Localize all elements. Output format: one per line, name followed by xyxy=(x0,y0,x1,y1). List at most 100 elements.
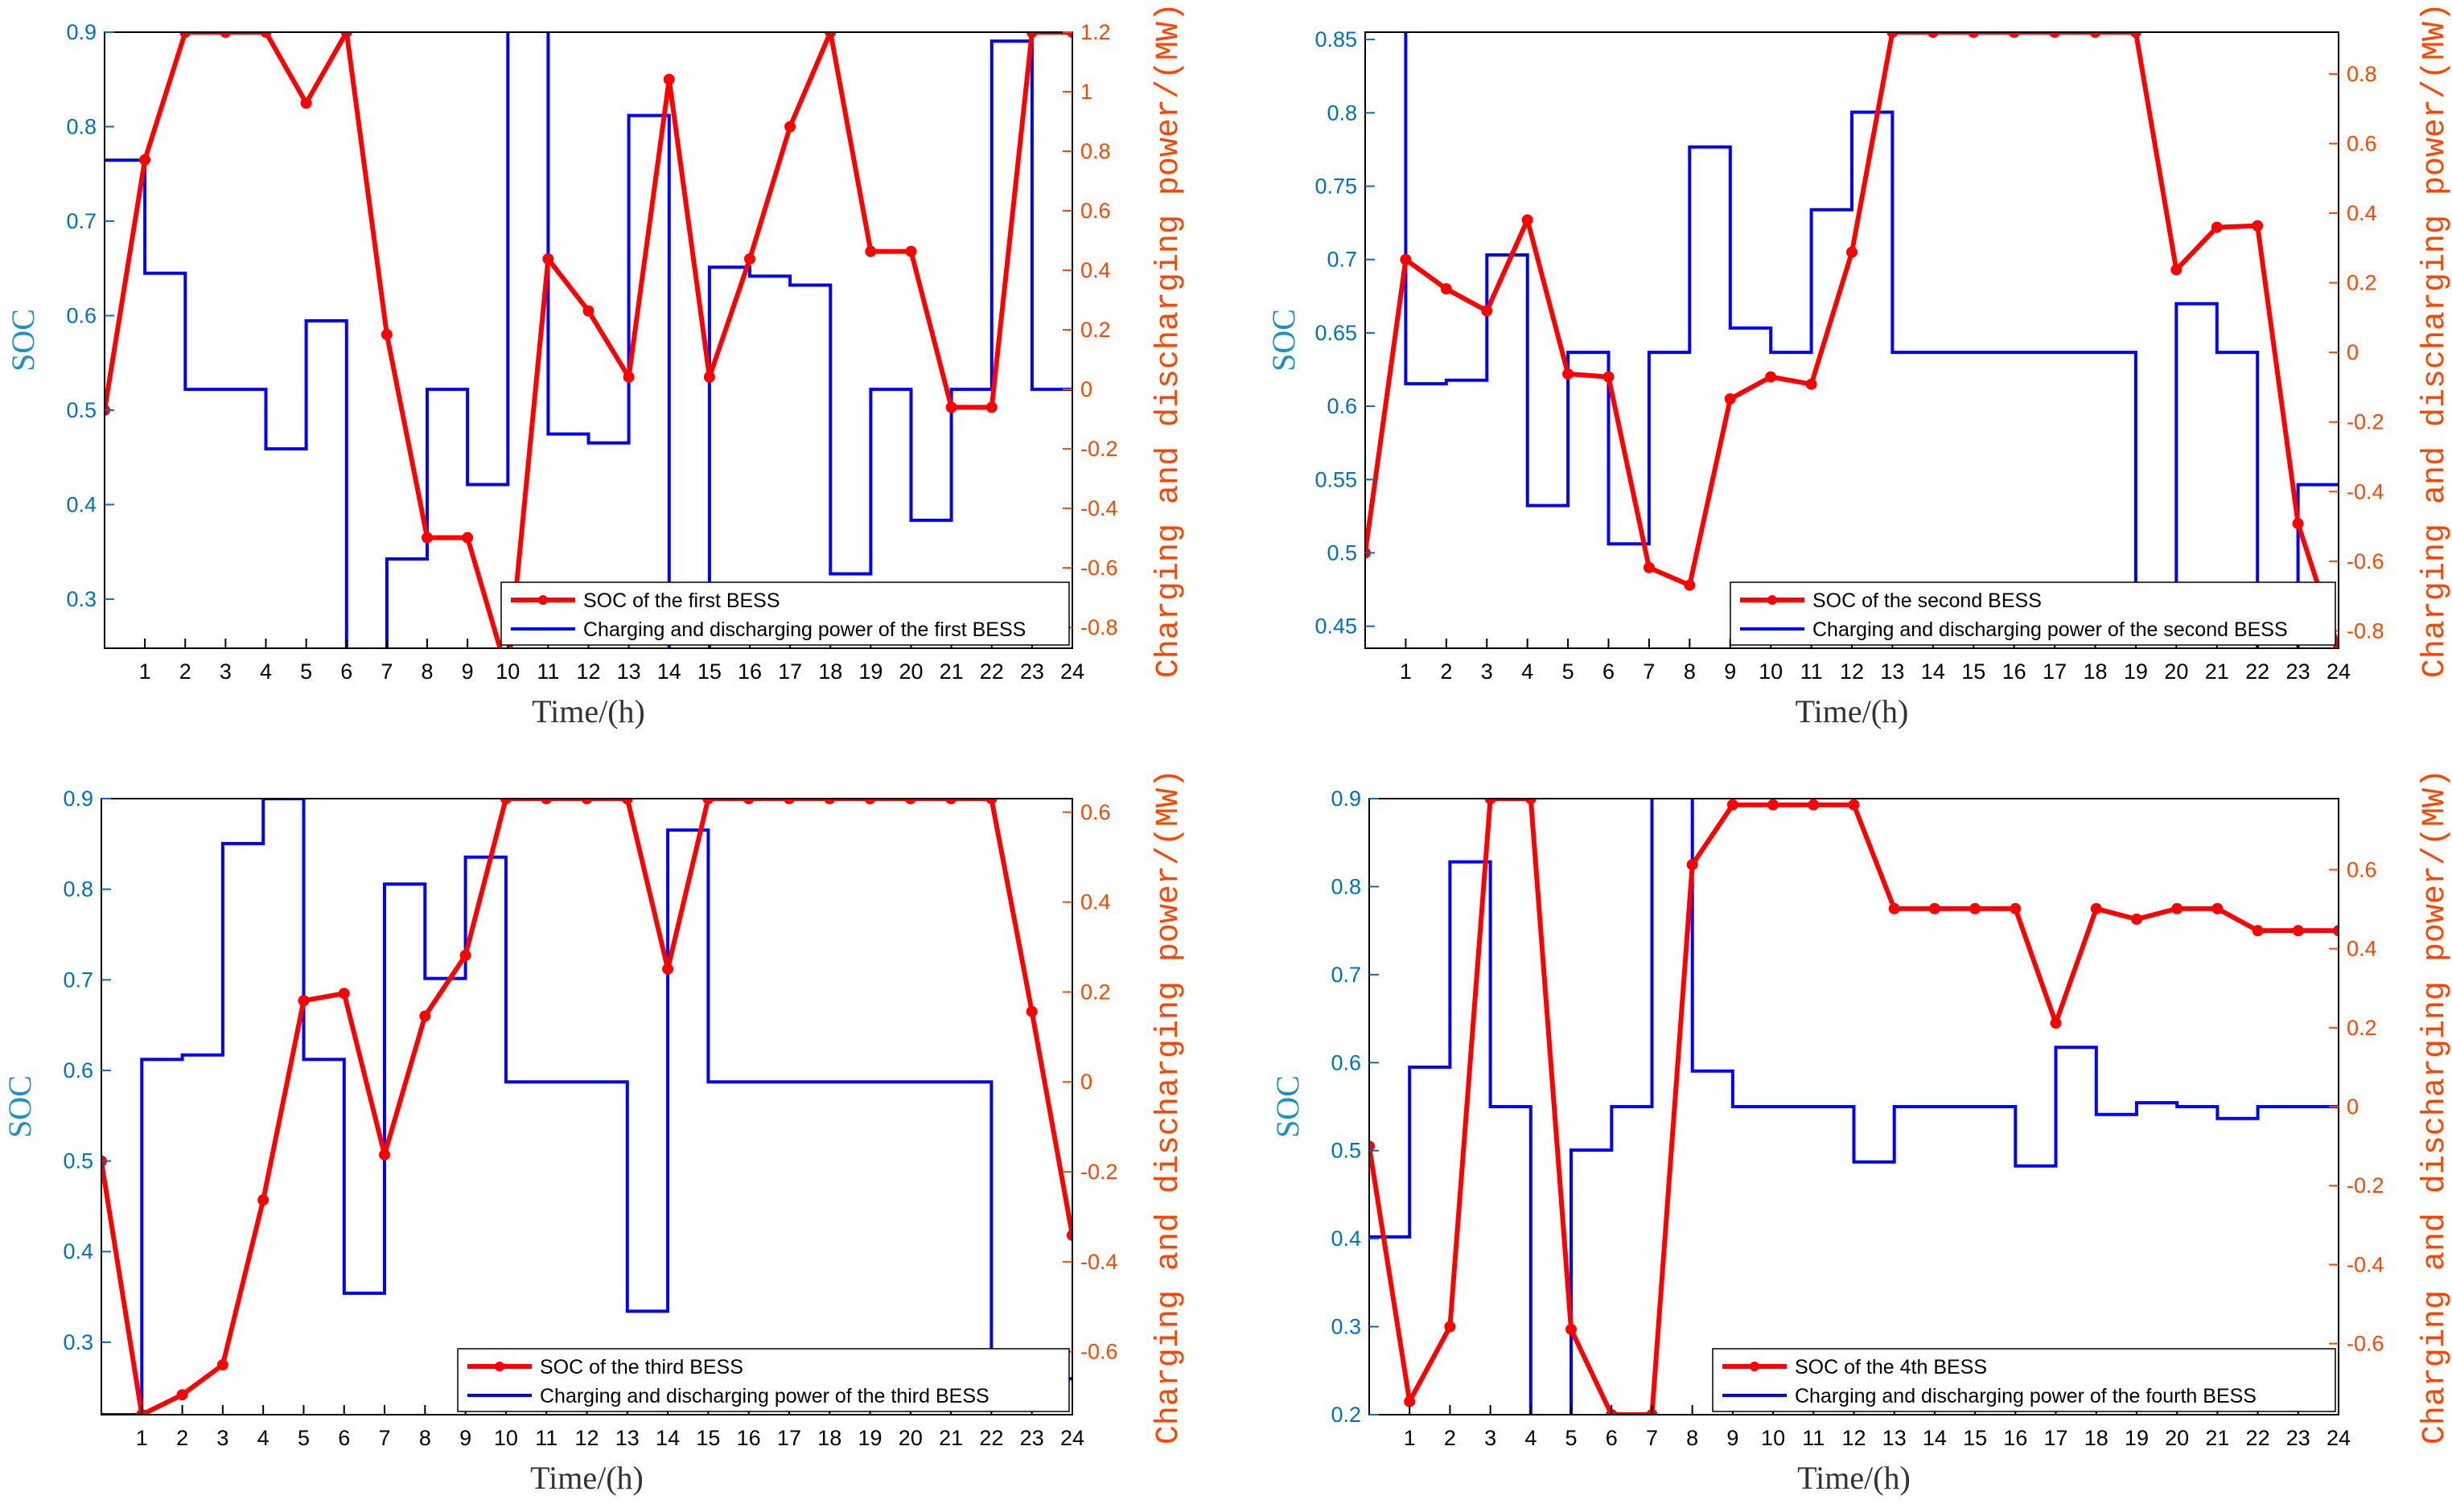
legend-power-label: Charging and discharging power of the fi… xyxy=(583,618,1026,641)
legend-box xyxy=(1712,1348,2336,1412)
x-tick-label: 11 xyxy=(1802,1426,1825,1450)
soc-marker xyxy=(2252,925,2264,937)
x-tick-label: 10 xyxy=(1761,1426,1785,1450)
soc-marker xyxy=(1724,392,1736,405)
soc-marker xyxy=(623,371,635,383)
legend-soc-label: SOC of the first BESS xyxy=(583,590,780,612)
y-right-tick-label: 0.8 xyxy=(2347,62,2377,86)
chart-panel-3: 1 2 3 4 5 6 7 8 9 10 11 12 13 14 15 16 17 18 19 20 21 22 23 240… xyxy=(2,769,1187,1496)
x-tick-label: 22 xyxy=(979,1426,1003,1450)
soc-marker xyxy=(260,32,272,38)
power-step-line xyxy=(1369,799,2339,1415)
x-tick-label: 15 xyxy=(1963,1426,1987,1450)
soc-marker xyxy=(1404,1395,1416,1407)
x-tick-label: 1 xyxy=(139,659,151,684)
x-tick-label: 13 xyxy=(1882,1426,1907,1450)
soc-marker xyxy=(298,995,310,1007)
soc-marker xyxy=(1369,1140,1375,1152)
x-tick-label: 23 xyxy=(2286,659,2310,684)
x-tick-label: 16 xyxy=(2002,659,2026,684)
soc-marker xyxy=(1686,859,1698,871)
y-right-tick-label: 0.4 xyxy=(2347,937,2377,961)
x-tick-label: 8 xyxy=(419,1426,431,1450)
power-step-line xyxy=(101,799,1072,1415)
x-tick-label: 23 xyxy=(2286,1426,2310,1450)
soc-marker xyxy=(1805,378,1817,390)
y-right-tick-label: -0.4 xyxy=(2347,1252,2384,1276)
x-tick-label: 3 xyxy=(1481,659,1493,684)
soc-marker xyxy=(582,305,594,317)
soc-marker xyxy=(1846,246,1858,258)
soc-marker xyxy=(422,532,433,544)
y-left-tick-label: 0.6 xyxy=(1331,1050,1361,1074)
x-tick-label: 21 xyxy=(2205,659,2229,684)
soc-marker xyxy=(1481,305,1493,317)
soc-marker xyxy=(1524,799,1537,804)
soc-marker xyxy=(2211,902,2224,914)
y-left-tick-label: 0.75 xyxy=(1314,175,1357,199)
x-tick-label: 8 xyxy=(1684,659,1696,684)
y-right-tick-label: -0.8 xyxy=(1080,615,1118,639)
soc-marker xyxy=(2333,925,2339,937)
x-tick-label: 19 xyxy=(2124,659,2148,684)
x-tick-label: 4 xyxy=(1524,1426,1537,1450)
y-left-tick-label: 0.3 xyxy=(63,1330,93,1354)
y-left-tick-label: 0.9 xyxy=(63,787,93,811)
y-left-axis-label: SOC xyxy=(2,1075,38,1138)
y-right-tick-label: -0.6 xyxy=(1080,556,1118,580)
y-right-tick-label: -0.8 xyxy=(2347,618,2384,643)
x-tick-label: 4 xyxy=(257,1426,269,1450)
legend: SOC of the third BESS Charging and discha… xyxy=(457,1348,1070,1412)
x-tick-label: 16 xyxy=(2003,1426,2027,1450)
x-tick-label: 1 xyxy=(1404,1426,1416,1450)
x-tick-label: 23 xyxy=(1020,659,1044,684)
legend-soc-marker xyxy=(1767,595,1777,605)
y-left-tick-label: 0.5 xyxy=(1327,540,1357,565)
y-right-axis-label: Charging and discharging power/(MW) xyxy=(2417,769,2452,1444)
y-left-axis-label: SOC xyxy=(1265,309,1302,372)
x-tick-label: 9 xyxy=(1724,659,1736,684)
x-tick-label: 19 xyxy=(2125,1426,2149,1450)
soc-marker xyxy=(2171,902,2183,914)
soc-marker xyxy=(2333,643,2339,648)
x-tick-label: 20 xyxy=(2165,1426,2189,1450)
soc-marker xyxy=(945,401,957,413)
y-right-tick-label: 0 xyxy=(1080,377,1092,401)
y-right-tick-label: 0.2 xyxy=(1080,318,1111,342)
x-tick-label: 13 xyxy=(615,1426,640,1450)
x-tick-label: 14 xyxy=(1921,659,1945,684)
x-tick-label: 16 xyxy=(738,659,762,684)
soc-marker xyxy=(2010,902,2022,914)
y-left-tick-label: 0.8 xyxy=(66,114,97,138)
y-left-tick-label: 0.8 xyxy=(63,877,93,902)
soc-marker xyxy=(662,963,674,975)
x-tick-label: 11 xyxy=(1800,659,1823,684)
soc-marker xyxy=(1067,32,1072,38)
y-right-tick-label: -0.6 xyxy=(1080,1340,1118,1364)
y-left-tick-label: 0.45 xyxy=(1314,614,1357,639)
soc-marker xyxy=(379,1148,391,1161)
plot-area xyxy=(105,32,1072,648)
y-right-tick-label: 0.6 xyxy=(1080,800,1111,824)
x-tick-label: 23 xyxy=(1020,1426,1044,1450)
x-tick-label: 5 xyxy=(300,659,312,684)
chart-panel-1: 1 2 3 4 5 6 7 8 9 10 11 12 13 14 15 16 17 18 19 20 21 22 23 240… xyxy=(5,2,1187,729)
soc-marker xyxy=(1067,1229,1072,1241)
x-tick-label: 2 xyxy=(176,1426,188,1450)
x-tick-label: 22 xyxy=(980,659,1004,684)
legend-soc-label: SOC of the third BESS xyxy=(540,1356,743,1378)
legend-soc-marker xyxy=(538,595,548,605)
y-left-tick-label: 0.6 xyxy=(1327,394,1357,418)
x-tick-label: 6 xyxy=(338,1426,350,1450)
soc-marker xyxy=(825,32,837,38)
y-left-axis-label: SOC xyxy=(1269,1075,1306,1138)
legend-power-label: Charging and discharging power of the th… xyxy=(540,1385,989,1407)
soc-marker xyxy=(1684,579,1696,591)
x-tick-label: 5 xyxy=(1565,1426,1578,1450)
x-tick-label: 24 xyxy=(1060,659,1084,684)
legend-power-label: Charging and discharging power of the fo… xyxy=(1795,1385,2257,1407)
x-tick-label: 19 xyxy=(858,1426,882,1450)
x-tick-label: 1 xyxy=(136,1426,148,1450)
soc-marker xyxy=(703,371,715,383)
soc-marker xyxy=(824,799,836,804)
